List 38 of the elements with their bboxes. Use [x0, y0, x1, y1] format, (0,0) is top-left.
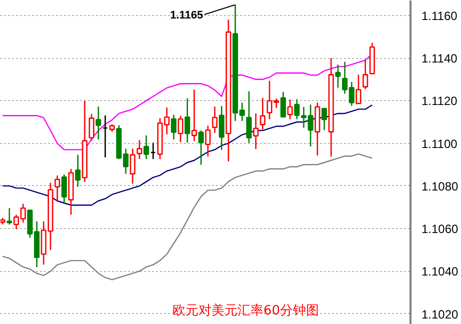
candlestick	[6, 207, 12, 226]
candlestick	[191, 88, 197, 142]
candlestick	[75, 154, 81, 188]
candlestick	[246, 90, 252, 144]
candlestick	[130, 148, 136, 184]
y-tick-label: 1.1100	[422, 136, 458, 151]
candlestick	[212, 106, 218, 134]
annotation: 1.1165	[170, 9, 204, 22]
candlestick	[178, 115, 184, 143]
y-tick-label: 1.1040	[422, 264, 459, 279]
y-tick-label: 1.1020	[422, 307, 459, 322]
candlestick	[287, 98, 293, 120]
candlestick	[362, 58, 368, 90]
candlestick	[184, 98, 190, 144]
y-tick-label: 1.1140	[422, 52, 458, 66]
candlestick	[294, 98, 300, 120]
candlestick	[136, 139, 142, 160]
candlestick	[61, 174, 67, 205]
y-tick-label: 1.1060	[422, 222, 459, 236]
candlestick	[88, 113, 94, 142]
candlestick	[54, 174, 60, 202]
text: 欧元对美元汇率60分钟图	[172, 302, 320, 318]
candlestick	[96, 106, 102, 140]
candlestick	[321, 108, 328, 131]
candlestick	[335, 64, 341, 88]
y-tick-label: 1.1080	[422, 179, 459, 194]
candlestick	[280, 91, 286, 118]
y-tick-label: 1.1120	[422, 94, 458, 108]
candlestick	[205, 124, 211, 158]
candlestick	[218, 105, 224, 151]
candlestick	[170, 114, 176, 140]
candlestick	[260, 97, 266, 130]
line-series	[2, 104, 373, 206]
y-tick-label: 1.1160	[422, 8, 458, 23]
candlestick	[198, 130, 204, 166]
candlestick	[356, 74, 362, 104]
candlestick	[253, 112, 259, 150]
candlestick	[144, 134, 150, 160]
